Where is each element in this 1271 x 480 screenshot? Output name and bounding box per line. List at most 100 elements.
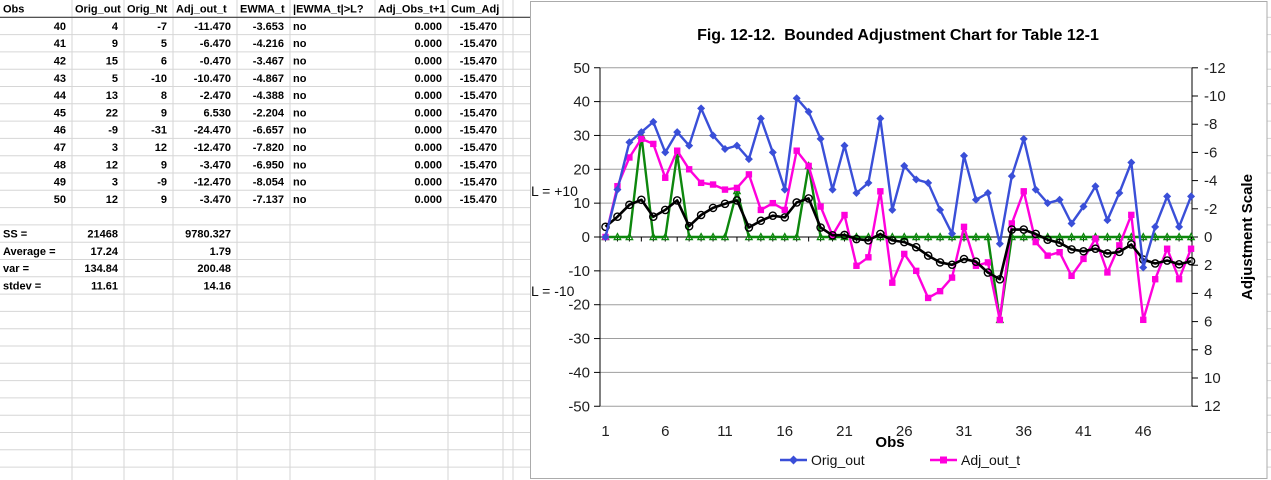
table-cell-r2-c3[interactable]: -0.470 — [200, 56, 231, 68]
stat-value2-1[interactable]: 1.79 — [210, 246, 231, 258]
stat-label-3[interactable]: stdev = — [3, 280, 41, 292]
stat-value2-3[interactable]: 14.16 — [203, 280, 231, 292]
table-cell-r1-c7[interactable]: -15.470 — [460, 38, 497, 50]
table-cell-r8-c0[interactable]: 48 — [54, 159, 66, 171]
table-cell-r9-c6[interactable]: 0.000 — [414, 177, 442, 189]
table-cell-r0-c4[interactable]: -3.653 — [253, 21, 284, 33]
stat-label-2[interactable]: var = — [3, 263, 29, 275]
table-cell-r9-c1[interactable]: 3 — [112, 177, 118, 189]
table-cell-r0-c2[interactable]: -7 — [157, 21, 167, 33]
embedded-chart[interactable]: Fig. 12-12. Bounded Adjustment Chart for… — [530, 1, 1268, 479]
table-cell-r1-c1[interactable]: 9 — [112, 38, 118, 50]
table-cell-r3-c3[interactable]: -10.470 — [194, 73, 231, 85]
table-cell-r6-c3[interactable]: -24.470 — [194, 125, 231, 137]
table-cell-r7-c5[interactable]: no — [293, 142, 307, 154]
table-cell-r2-c7[interactable]: -15.470 — [460, 56, 497, 68]
table-cell-r4-c4[interactable]: -4.388 — [253, 90, 284, 102]
table-cell-r1-c5[interactable]: no — [293, 38, 307, 50]
table-cell-r5-c0[interactable]: 45 — [54, 107, 66, 119]
table-cell-r10-c2[interactable]: 9 — [161, 194, 167, 206]
table-cell-r5-c1[interactable]: 22 — [106, 107, 118, 119]
table-cell-r7-c2[interactable]: 12 — [155, 142, 167, 154]
table-cell-r3-c0[interactable]: 43 — [54, 73, 66, 85]
table-cell-r7-c1[interactable]: 3 — [112, 142, 118, 154]
table-cell-r4-c0[interactable]: 44 — [54, 90, 67, 102]
table-cell-r4-c5[interactable]: no — [293, 90, 307, 102]
table-cell-r5-c6[interactable]: 0.000 — [414, 107, 442, 119]
table-cell-r9-c0[interactable]: 49 — [54, 177, 66, 189]
table-cell-r0-c6[interactable]: 0.000 — [414, 21, 442, 33]
table-cell-r5-c4[interactable]: -2.204 — [253, 107, 285, 119]
table-cell-r1-c4[interactable]: -4.216 — [253, 38, 284, 50]
table-cell-r6-c1[interactable]: -9 — [108, 125, 118, 137]
table-cell-r4-c7[interactable]: -15.470 — [460, 90, 497, 102]
table-cell-r2-c4[interactable]: -3.467 — [253, 56, 284, 68]
stat-value2-0[interactable]: 9780.327 — [185, 229, 231, 241]
table-cell-r6-c4[interactable]: -6.657 — [253, 125, 284, 137]
table-cell-r3-c2[interactable]: -10 — [151, 73, 167, 85]
table-cell-r10-c5[interactable]: no — [293, 194, 307, 206]
table-cell-r10-c1[interactable]: 12 — [106, 194, 118, 206]
stat-label-0[interactable]: SS = — [3, 229, 27, 241]
table-cell-r2-c1[interactable]: 15 — [106, 56, 118, 68]
col-header-3[interactable]: Adj_out_t — [176, 4, 227, 16]
table-cell-r3-c7[interactable]: -15.470 — [460, 73, 497, 85]
stat-value1-1[interactable]: 17.24 — [90, 246, 118, 258]
table-cell-r6-c5[interactable]: no — [293, 125, 307, 137]
table-cell-r9-c3[interactable]: -12.470 — [194, 177, 231, 189]
table-cell-r5-c2[interactable]: 9 — [161, 107, 167, 119]
table-cell-r0-c1[interactable]: 4 — [112, 21, 119, 33]
table-cell-r9-c5[interactable]: no — [293, 177, 307, 189]
col-header-1[interactable]: Orig_out — [75, 4, 121, 16]
table-cell-r9-c2[interactable]: -9 — [157, 177, 167, 189]
stat-value1-2[interactable]: 134.84 — [84, 263, 119, 275]
table-cell-r4-c2[interactable]: 8 — [161, 90, 167, 102]
table-cell-r6-c6[interactable]: 0.000 — [414, 125, 442, 137]
table-cell-r8-c7[interactable]: -15.470 — [460, 159, 497, 171]
table-cell-r6-c2[interactable]: -31 — [151, 125, 167, 137]
table-cell-r7-c3[interactable]: -12.470 — [194, 142, 231, 154]
table-cell-r8-c6[interactable]: 0.000 — [414, 159, 442, 171]
table-cell-r3-c1[interactable]: 5 — [112, 73, 118, 85]
table-cell-r3-c5[interactable]: no — [293, 73, 307, 85]
table-cell-r0-c7[interactable]: -15.470 — [460, 21, 497, 33]
table-cell-r4-c6[interactable]: 0.000 — [414, 90, 442, 102]
table-cell-r2-c0[interactable]: 42 — [54, 56, 66, 68]
table-cell-r1-c6[interactable]: 0.000 — [414, 38, 442, 50]
table-cell-r0-c0[interactable]: 40 — [54, 21, 66, 33]
table-cell-r4-c1[interactable]: 13 — [106, 90, 118, 102]
table-cell-r7-c6[interactable]: 0.000 — [414, 142, 442, 154]
table-cell-r0-c3[interactable]: -11.470 — [194, 21, 231, 33]
table-cell-r5-c3[interactable]: 6.530 — [203, 107, 231, 119]
stat-value1-3[interactable]: 11.61 — [91, 280, 118, 292]
col-header-6[interactable]: Adj_Obs_t+1 — [378, 4, 446, 16]
table-cell-r10-c6[interactable]: 0.000 — [414, 194, 442, 206]
table-cell-r10-c7[interactable]: -15.470 — [460, 194, 497, 206]
col-header-7[interactable]: Cum_Adj — [451, 4, 499, 16]
table-cell-r6-c0[interactable]: 46 — [54, 125, 66, 137]
table-cell-r4-c3[interactable]: -2.470 — [200, 90, 231, 102]
table-cell-r1-c0[interactable]: 41 — [54, 38, 66, 50]
table-cell-r1-c2[interactable]: 5 — [161, 38, 167, 50]
table-cell-r10-c3[interactable]: -3.470 — [200, 194, 231, 206]
table-cell-r7-c0[interactable]: 47 — [54, 142, 66, 154]
table-cell-r8-c1[interactable]: 12 — [106, 159, 118, 171]
table-cell-r2-c2[interactable]: 6 — [161, 56, 167, 68]
table-cell-r2-c5[interactable]: no — [293, 56, 307, 68]
chart-legend[interactable]: Orig_out Adj_out_t — [780, 452, 1020, 468]
table-cell-r9-c4[interactable]: -8.054 — [253, 177, 285, 189]
stat-value2-2[interactable]: 200.48 — [197, 263, 231, 275]
table-cell-r5-c7[interactable]: -15.470 — [460, 107, 497, 119]
col-header-0[interactable]: Obs — [3, 4, 24, 16]
table-cell-r8-c5[interactable]: no — [293, 159, 307, 171]
table-cell-r2-c6[interactable]: 0.000 — [414, 56, 442, 68]
col-header-4[interactable]: EWMA_t — [240, 4, 285, 16]
legend-item-orig-out[interactable]: Orig_out — [780, 452, 865, 468]
table-cell-r8-c4[interactable]: -6.950 — [253, 159, 284, 171]
table-cell-r7-c7[interactable]: -15.470 — [460, 142, 497, 154]
stat-value1-0[interactable]: 21468 — [87, 229, 118, 241]
col-header-5[interactable]: |EWMA_t|>L? — [293, 4, 364, 16]
table-cell-r6-c7[interactable]: -15.470 — [460, 125, 497, 137]
table-cell-r5-c5[interactable]: no — [293, 107, 307, 119]
table-cell-r7-c4[interactable]: -7.820 — [253, 142, 284, 154]
